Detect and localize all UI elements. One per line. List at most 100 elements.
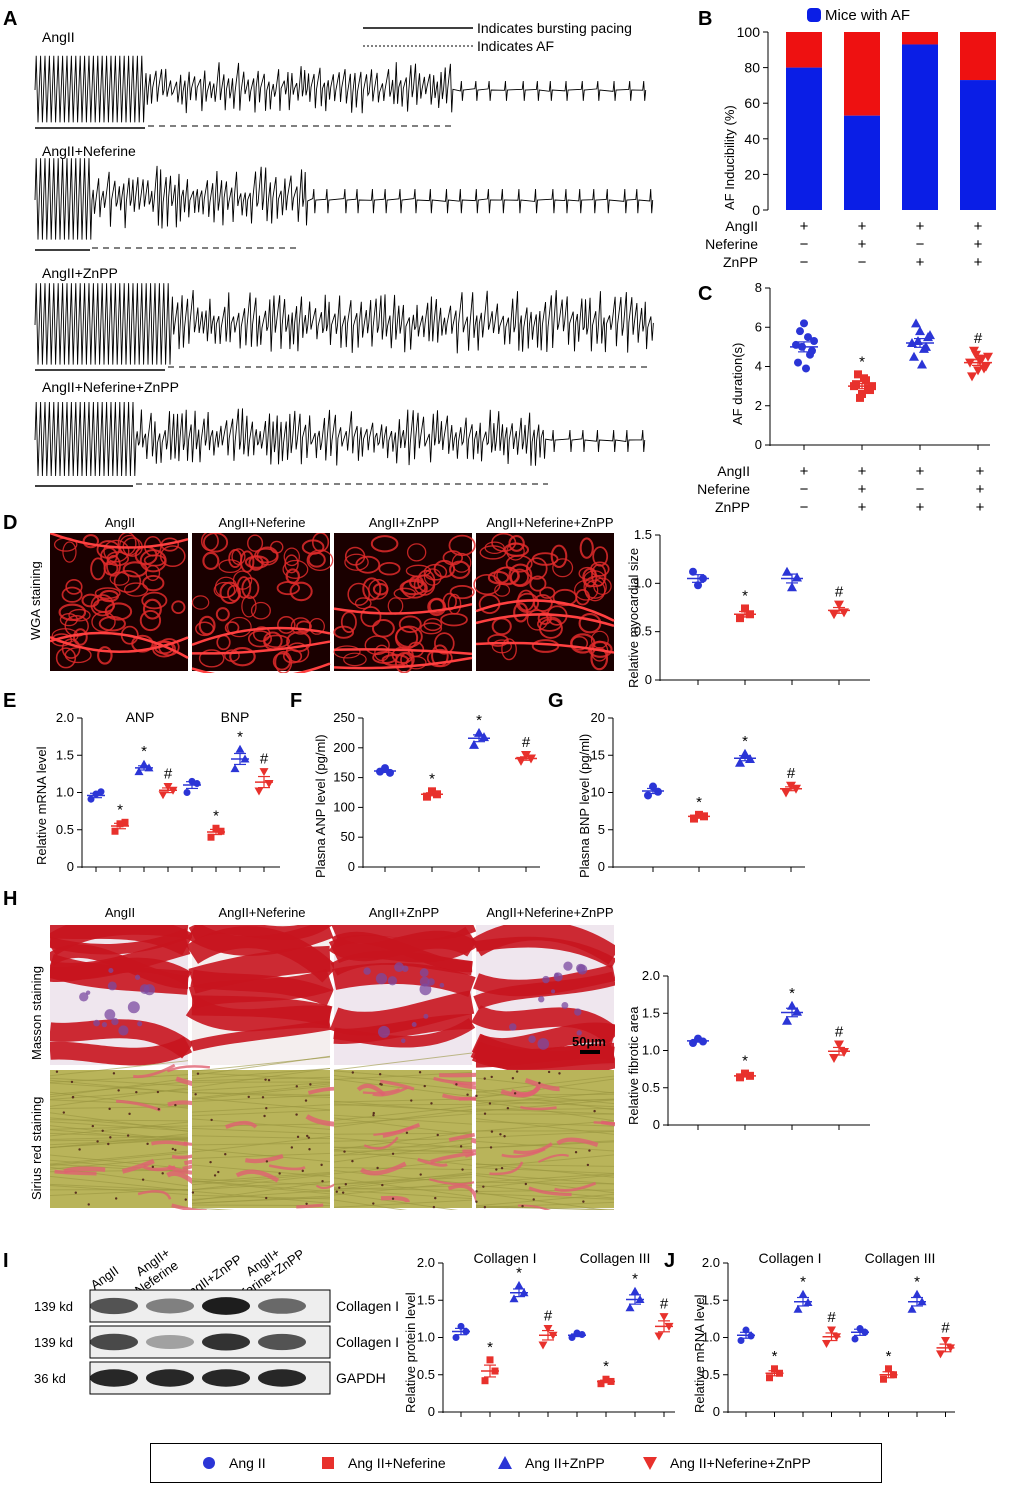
sirius-nucleus: [495, 1168, 498, 1171]
wga-cell-outline: [82, 534, 100, 549]
wga-cell-outline: [550, 544, 568, 569]
sirius-nucleus: [194, 1093, 197, 1096]
sirius-fiber: [50, 1125, 189, 1141]
y-tick-label: 1.0: [417, 1330, 435, 1345]
sirius-nucleus: [338, 1186, 341, 1189]
y-tick-label: 8: [755, 280, 762, 295]
data-point-triangle: [909, 351, 919, 361]
wga-cell-outline: [391, 646, 414, 664]
sirius-fiber: [50, 1150, 189, 1165]
protein-band: [258, 1333, 306, 1351]
significance-hash: #: [827, 1309, 836, 1326]
wga-col-angii: AngII: [104, 515, 136, 530]
sirius-nucleus: [341, 1191, 345, 1194]
y-tick-label: 40: [744, 131, 760, 147]
significance-star: *: [742, 733, 748, 750]
y-axis-label: Relative protein level: [403, 1292, 418, 1413]
sirius-fiber: [475, 1173, 615, 1183]
wga-cell-outline: [171, 600, 186, 615]
sirius-nucleus: [524, 1182, 528, 1186]
wga-cell-outline: [214, 576, 238, 598]
scale-bar: [580, 1050, 600, 1054]
row-label: Neferine: [705, 236, 758, 252]
sirius-fiber: [191, 1082, 331, 1092]
sirius-nucleus: [209, 1160, 212, 1164]
wga-cell-outline: [282, 649, 303, 664]
masson-collagen: [528, 1035, 536, 1043]
wga-cell-outline: [272, 652, 291, 671]
y-tick-label: 200: [333, 740, 355, 755]
sirius-fiber: [50, 1138, 189, 1149]
wga-cell-outline: [229, 646, 256, 667]
masson-collagen: [377, 1025, 390, 1038]
wga-cell-outline: [98, 615, 126, 632]
sirius-nucleus: [405, 1131, 409, 1134]
band-name-label: Collagen III: [336, 1334, 400, 1350]
y-tick-label: 80: [744, 60, 760, 76]
wga-membrane: [50, 631, 189, 659]
sirius-nucleus: [74, 1191, 77, 1194]
wga-cell-outline: [306, 549, 334, 572]
y-tick-label: 1.5: [634, 527, 652, 542]
sirius-nucleus: [304, 1099, 308, 1102]
trace-label-angii: AngII: [42, 29, 75, 45]
sirius-nucleus: [344, 1183, 348, 1186]
masson-collagen: [419, 968, 429, 978]
data-point-triangle: [630, 1286, 640, 1295]
y-tick-label: 150: [333, 770, 355, 785]
y-axis-label: Relative fibrotic area: [626, 1006, 641, 1125]
wga-cell-outline: [370, 535, 399, 553]
wga-cell-outline: [362, 577, 382, 601]
wga-cell-outline: [536, 616, 562, 632]
panel-label-c: C: [698, 283, 713, 305]
y-axis-label: AF duration(s): [730, 343, 745, 425]
protein-band: [146, 1369, 194, 1387]
data-point-circle: [796, 327, 804, 336]
panel-label-d: D: [3, 512, 18, 534]
wga-membrane: [475, 613, 615, 628]
wga-cell-outline: [434, 632, 455, 655]
wga-cell-outline: [508, 535, 525, 552]
wga-cell-outline: [61, 586, 83, 603]
masson-muscle-fiber: [475, 936, 615, 969]
sirius-fiber: [475, 1091, 615, 1105]
wga-cell-outline: [145, 564, 161, 582]
wga-col-neferine-znpp: AngII+Neferine+ZnPP: [486, 515, 614, 530]
sirius-fiber: [191, 1152, 331, 1159]
wga-cell-outline: [311, 533, 330, 553]
data-point-circle: [644, 791, 652, 800]
sirius-fiber: [333, 1151, 473, 1156]
masson-muscle-fiber: [50, 925, 194, 956]
masson-collagen: [563, 961, 573, 971]
panel-e-chart: Relative mRNA level ANP BNP 0 0.5 1.0 1.5 2.…: [34, 709, 280, 874]
wga-cell-outline: [142, 598, 162, 620]
y-tick-label: 1.0: [56, 785, 74, 800]
wga-cell-outline: [104, 602, 133, 621]
panel-label-a: A: [3, 8, 18, 30]
sirius-fiber: [333, 1192, 459, 1210]
sirius-nucleus: [191, 1191, 195, 1194]
legend-triangle-icon: [498, 1456, 512, 1469]
data-point-triangle: [469, 739, 479, 749]
wga-cell-outline: [501, 638, 517, 661]
sirius-nucleus: [309, 1083, 312, 1086]
sirius-collagen: [447, 1184, 479, 1202]
ecg-trace-angii-neferine-znpp: [34, 401, 646, 477]
sirius-fiber: [475, 1090, 615, 1111]
wga-cell-outline: [487, 634, 509, 647]
wga-membrane: [50, 635, 189, 653]
sirius-collagen: [593, 1121, 615, 1125]
treatment-sign: −: [800, 254, 809, 271]
wga-membrane: [475, 599, 615, 622]
masson-collagen: [423, 1013, 429, 1019]
masson-collagen: [79, 992, 89, 1002]
sirius-nucleus: [265, 1107, 268, 1110]
sirius-fiber: [191, 1085, 331, 1100]
data-point-square: [856, 393, 864, 402]
data-point-inverted-triangle: [975, 356, 985, 366]
wga-cell-outline: [401, 578, 428, 599]
sirius-nucleus: [381, 1183, 384, 1187]
sirius-nucleus: [513, 1092, 517, 1095]
protein-band: [90, 1369, 138, 1387]
sirius-nucleus: [372, 1113, 375, 1117]
